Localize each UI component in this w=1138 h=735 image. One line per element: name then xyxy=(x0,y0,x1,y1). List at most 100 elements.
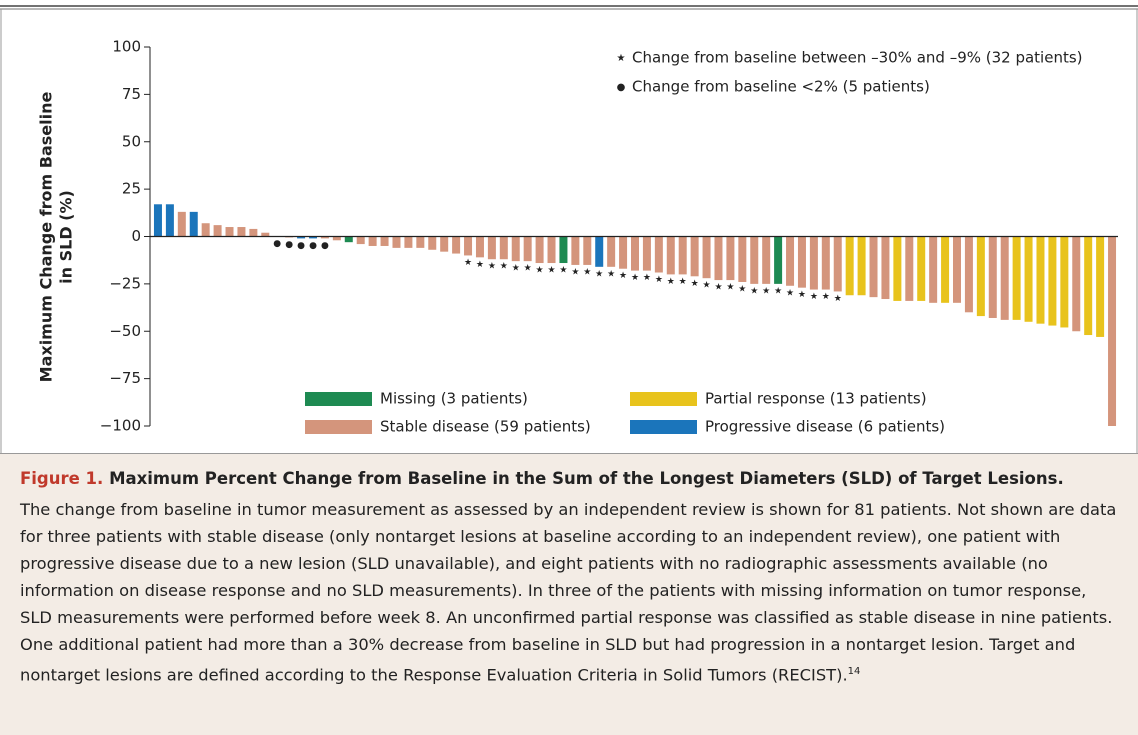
legend-swatch xyxy=(305,420,372,434)
bar xyxy=(881,236,890,300)
y-tick-label: −100 xyxy=(100,417,141,435)
bar-marker: ★ xyxy=(643,273,651,283)
bar xyxy=(607,236,616,267)
bar xyxy=(726,236,735,281)
bar-marker: ★ xyxy=(476,260,484,270)
y-tick-label: 25 xyxy=(122,180,141,198)
bar-marker: ★ xyxy=(726,283,734,293)
figure-title: Maximum Percent Change from Baseline in … xyxy=(109,469,1064,488)
bar-marker: ★ xyxy=(786,288,794,298)
bar xyxy=(1072,236,1081,332)
y-tick-label: 50 xyxy=(122,132,141,150)
y-axis-title: in SLD (%) xyxy=(57,190,76,284)
bar-marker: ★ xyxy=(512,264,520,274)
bar xyxy=(666,236,675,275)
bar xyxy=(833,236,842,292)
bar xyxy=(976,236,985,317)
bar xyxy=(1096,236,1105,337)
bar xyxy=(153,204,162,237)
reference: 14 xyxy=(847,666,861,677)
bar xyxy=(213,225,222,237)
bar-marker: ★ xyxy=(703,281,711,291)
bar xyxy=(452,236,461,254)
annotation-text: Change from baseline between –30% and –9… xyxy=(632,49,1083,67)
caption: Figure 1. Maximum Percent Change from Ba… xyxy=(0,453,1138,735)
y-axis-title: Maximum Change from Baseline xyxy=(37,92,56,383)
legend-label: Stable disease (59 patients) xyxy=(380,418,591,436)
caption-text: The change from baseline in tumor measur… xyxy=(20,500,1117,685)
bar xyxy=(475,236,484,258)
caption-body: The change from baseline in tumor measur… xyxy=(20,496,1118,688)
bar-marker: ★ xyxy=(536,266,544,276)
bar xyxy=(1084,236,1093,336)
bar xyxy=(571,236,580,265)
bar xyxy=(177,211,186,237)
bar xyxy=(702,236,711,279)
bar-marker: ★ xyxy=(655,275,663,285)
bar-marker: ★ xyxy=(667,277,675,287)
bar-marker: ★ xyxy=(750,286,758,296)
bar xyxy=(225,227,234,237)
bar xyxy=(392,236,401,248)
bar xyxy=(774,236,783,284)
bar xyxy=(165,204,174,237)
bar xyxy=(261,232,270,237)
annotation-text: Change from baseline <2% (5 patients) xyxy=(632,78,930,96)
bar xyxy=(845,236,854,296)
bar xyxy=(1108,236,1117,426)
legend-swatch xyxy=(630,392,697,406)
bar xyxy=(917,236,926,301)
bar xyxy=(809,236,818,290)
bar-marker: ★ xyxy=(774,286,782,296)
bar xyxy=(1048,236,1057,326)
bar-marker: ★ xyxy=(798,290,806,300)
bar xyxy=(738,236,747,282)
legend-label: Progressive disease (6 patients) xyxy=(705,418,945,436)
bar xyxy=(404,236,413,248)
bar xyxy=(1036,236,1045,324)
legend-swatch xyxy=(305,392,372,406)
bar xyxy=(523,236,532,262)
bar xyxy=(869,236,878,298)
bar xyxy=(941,236,950,303)
bar xyxy=(1024,236,1033,322)
bar xyxy=(249,228,258,237)
bar xyxy=(905,236,914,301)
bar xyxy=(988,236,997,318)
bar xyxy=(631,236,639,271)
bar xyxy=(929,236,938,303)
y-tick-label: −50 xyxy=(109,322,141,340)
bar xyxy=(642,236,651,271)
caption-title: Figure 1. Maximum Percent Change from Ba… xyxy=(20,466,1118,492)
bar xyxy=(368,236,377,246)
bar xyxy=(964,236,973,313)
bar xyxy=(797,236,806,288)
figure-label: Figure 1. xyxy=(20,469,104,488)
bar xyxy=(237,227,246,237)
bar xyxy=(499,236,508,260)
bar-marker: ● xyxy=(321,241,329,251)
bar xyxy=(344,236,353,243)
bar xyxy=(857,236,866,296)
bar xyxy=(1060,236,1069,328)
bar-marker: ★ xyxy=(547,266,555,276)
bar-marker: ★ xyxy=(762,286,770,296)
bar xyxy=(189,211,198,237)
bar xyxy=(595,236,604,267)
bar xyxy=(380,236,389,246)
bar-marker: ● xyxy=(273,239,281,249)
bar-marker: ★ xyxy=(679,277,687,287)
bar-marker: ★ xyxy=(559,266,567,276)
y-tick-label: −25 xyxy=(109,274,141,292)
bar-marker: ★ xyxy=(595,269,603,279)
bar xyxy=(464,236,473,256)
bar xyxy=(762,236,771,284)
bar-marker: ★ xyxy=(524,264,532,274)
bar xyxy=(356,236,365,245)
bar-marker: ★ xyxy=(714,283,722,293)
bar-marker: ★ xyxy=(834,294,842,304)
bar xyxy=(559,236,568,264)
legend-label: Missing (3 patients) xyxy=(380,390,528,408)
bar xyxy=(750,236,759,284)
bar-marker: ★ xyxy=(691,279,699,289)
